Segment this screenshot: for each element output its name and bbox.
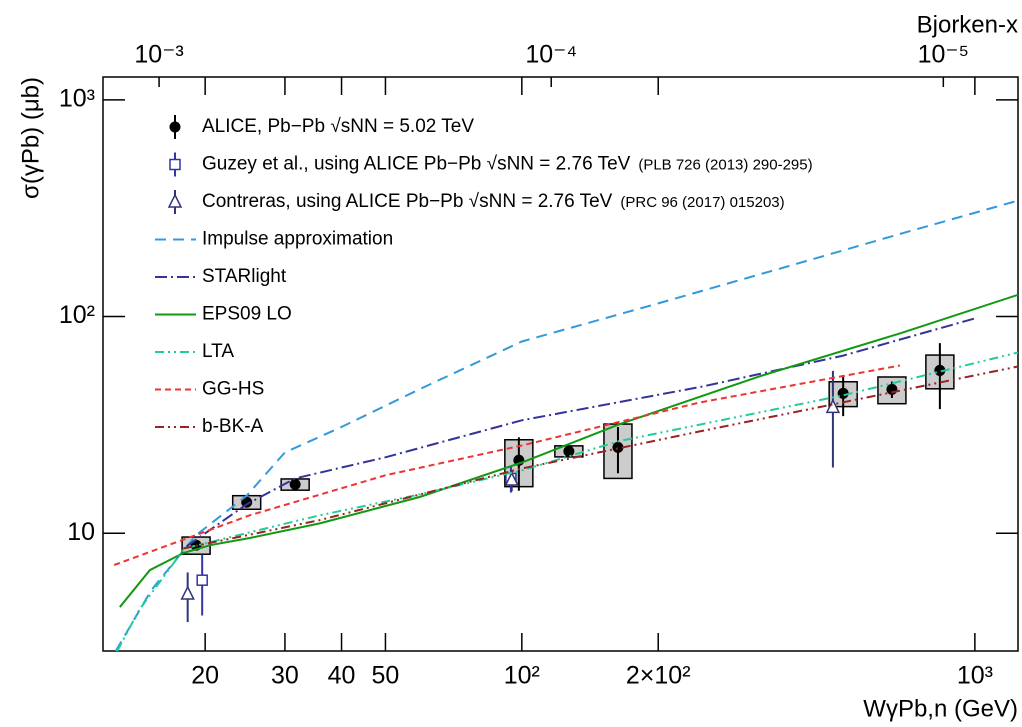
data-point [837,387,849,399]
x-tick-label: 10² [504,662,540,690]
x-axis-title: WγPb,n (GeV) [863,695,1018,722]
data-point [504,471,519,486]
data-point [241,496,253,508]
data-point [180,585,195,600]
x2-tick-label: 10⁻⁵ [918,41,969,69]
x-tick-label: 10³ [957,662,993,690]
x2-tick-label: 10⁻³ [134,41,183,69]
x-tick-label: 30 [271,662,299,690]
legend-label: LTA [202,341,234,362]
data-point [563,445,575,457]
y-axis-title: σ(γPb) (μb) [17,77,44,199]
legend-label: Impulse approximation [202,229,393,250]
legend-marker [167,193,183,208]
legend-reference: (PRC 96 (2017) 015203) [620,194,784,211]
legend-marker [169,121,181,133]
data-point [196,574,208,586]
legend-label: STARlight [202,266,287,287]
y-tick-label: 10 [67,518,95,546]
data-point [934,364,946,376]
model-curve [183,365,1019,550]
model-curve [186,317,976,548]
legend-label: GG-HS [202,379,264,400]
x2-tick-label: 10⁻⁴ [525,41,577,69]
legend-marker [169,158,181,171]
y-tick-label: 10² [59,301,95,329]
x-tick-label: 2×10² [626,662,691,690]
x2-axis-title: Bjorken-x [917,11,1018,38]
data-point [289,478,301,490]
legend-reference: (PLB 726 (2013) 290-295) [638,156,812,173]
model-curve [119,293,1019,608]
data-point [612,441,624,453]
legend-label: b-BK-A [202,416,264,437]
model-curve [113,364,901,566]
legend-label: Guzey et al., using ALICE Pb−Pb √sNN = 2… [202,154,631,175]
x-tick-label: 20 [191,662,219,690]
x-tick-label: 40 [328,662,356,690]
legend-label: Contreras, using ALICE Pb−Pb √sNN = 2.76… [202,191,613,212]
y-tick-label: 10³ [59,84,95,112]
legend-label: EPS09 LO [202,304,292,325]
legend-label: ALICE, Pb−Pb √sNN = 5.02 TeV [202,116,474,137]
model-curve [116,351,1019,652]
plot-frame [102,76,1019,652]
data-point [825,398,841,414]
x-tick-label: 50 [372,662,400,690]
